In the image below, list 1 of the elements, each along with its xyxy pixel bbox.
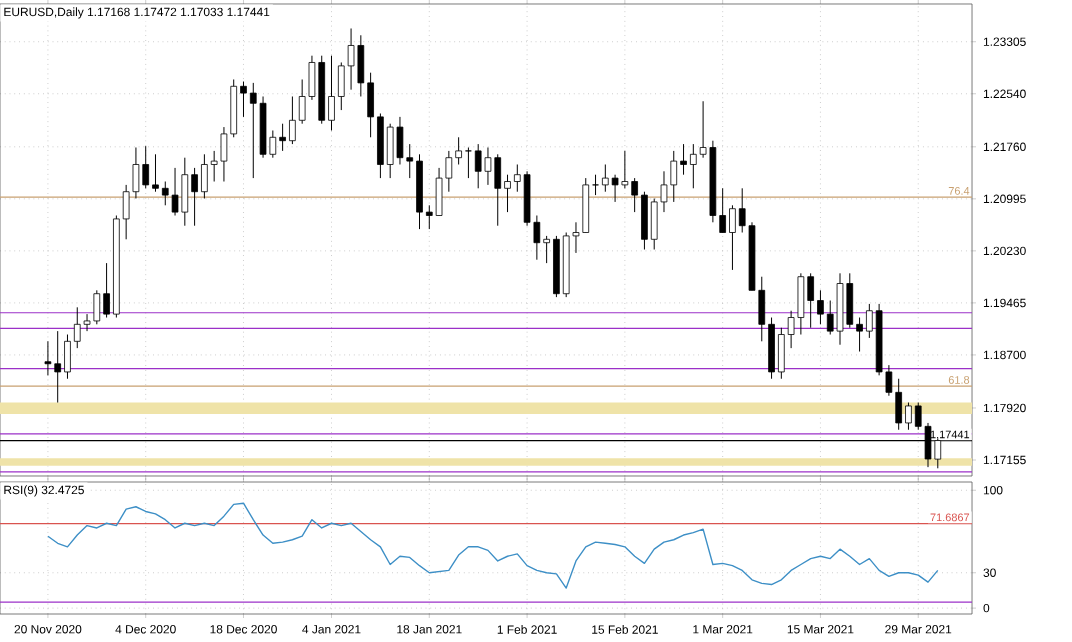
candlestick — [592, 174, 599, 196]
